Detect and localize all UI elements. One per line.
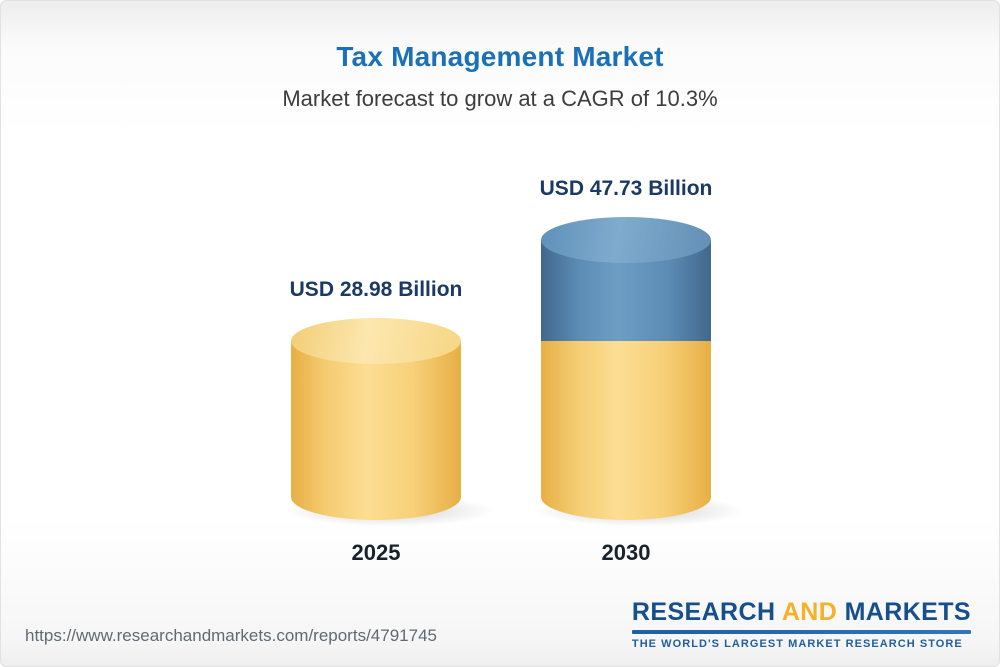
cylinder-2025 [277,318,503,528]
chart-subtitle: Market forecast to grow at a CAGR of 10.… [282,86,718,111]
logo-tagline: THE WORLD'S LARGEST MARKET RESEARCH STOR… [631,638,963,650]
bar-group-2030: USD 47.73 Billion 2030 [506,177,753,566]
year-label-2030: 2030 [601,540,651,565]
logo-markets-text: MARKETS [844,598,971,626]
bar-group-2025: USD 28.98 Billion 2025 [256,278,503,566]
logo-wordmark: RESEARCH AND MARKETS [632,598,971,627]
research-and-markets-logo: RESEARCH AND MARKETS THE WORLD'S LARGEST… [631,598,971,650]
segment-2025-yellow [291,341,461,520]
value-label-2025: USD 28.98 Billion [289,278,463,301]
year-label-2025: 2025 [351,540,401,565]
value-label-2030: USD 47.73 Billion [539,177,713,201]
logo-and-text: AND [781,598,838,626]
chart-title: Tax Management Market [336,41,664,72]
logo-underline-bar [631,630,971,634]
cylinder-2030-cap [541,217,711,264]
logo-research-text: RESEARCH [631,598,776,626]
report-url-text: https://www.researchandmarkets.com/repor… [25,626,437,645]
cylinder-2030 [527,217,753,528]
segment-2030-yellow [541,341,711,520]
cylinder-2025-cap [291,318,461,364]
